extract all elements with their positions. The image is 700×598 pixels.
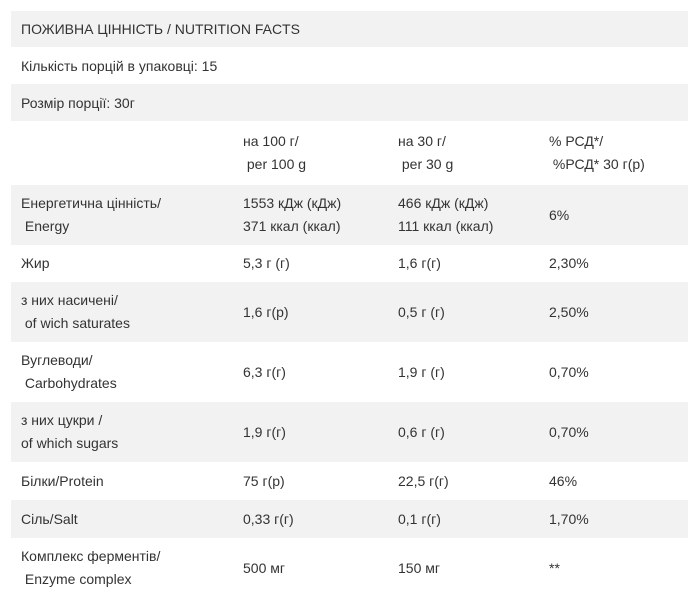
column-header-line: на 100 г/ bbox=[243, 133, 299, 149]
nutrient-name: Комплекс ферментів/ Enzyme complex bbox=[11, 545, 233, 591]
table-row: Білки/Protein 75 г(р) 22,5 г(г) 46% bbox=[11, 462, 688, 500]
value-per100: 1553 кДж (кДж) 371 ккал (ккал) bbox=[233, 192, 388, 238]
value-per30: 150 мг bbox=[388, 557, 541, 580]
text-line: Carbohydrates bbox=[21, 375, 117, 391]
value-per30: 1,6 г(г) bbox=[388, 252, 541, 275]
value-per100: 1,9 г(г) bbox=[233, 421, 388, 444]
table-row: Енергетична цінність/ Energy 1553 кДж (к… bbox=[11, 185, 688, 245]
value-per30: 0,1 г(г) bbox=[388, 508, 541, 531]
column-header-line: % РСД*/ bbox=[549, 133, 604, 149]
value-per30: 466 кДж (кДж) 111 ккал (ккал) bbox=[388, 192, 541, 238]
serving-size: Розмір порції: 30г bbox=[21, 94, 135, 111]
text-line: 0,1 г(г) bbox=[398, 510, 441, 527]
nutrient-name: Енергетична цінність/ Energy bbox=[11, 192, 233, 238]
text-line: 1,9 г(г) bbox=[243, 423, 286, 440]
text-line: 0,70% bbox=[549, 423, 589, 440]
table-row: Жир 5,3 г (г) 1,6 г(г) 2,30% bbox=[11, 245, 688, 282]
nutrient-name: Сіль/Salt bbox=[11, 508, 233, 531]
text-line: 150 мг bbox=[398, 559, 440, 576]
value-per100: 6,3 г(г) bbox=[233, 361, 388, 384]
column-header-rda: % РСД*/ %РСД* 30 г(р) bbox=[541, 130, 688, 176]
value-rda: 6% bbox=[541, 204, 688, 227]
column-header-line: per 100 g bbox=[243, 156, 307, 172]
text-line: 5,3 г (г) bbox=[243, 255, 290, 271]
text-line: 0,6 г (г) bbox=[398, 423, 445, 440]
text-line: 1,9 г (г) bbox=[398, 363, 445, 380]
table-row: Вуглеводи/ Carbohydrates 6,3 г(г) 1,9 г … bbox=[11, 342, 688, 402]
text-line: of wich saturates bbox=[21, 315, 130, 331]
text-line: 1553 кДж (кДж) bbox=[243, 195, 342, 211]
value-rda: 0,70% bbox=[541, 361, 688, 384]
text-line: 1,6 г(р) bbox=[243, 303, 289, 320]
value-per100: 500 мг bbox=[233, 557, 388, 580]
text-line: Білки/Protein bbox=[21, 472, 104, 489]
text-line: 0,5 г (г) bbox=[398, 303, 445, 320]
value-per30: 1,9 г (г) bbox=[388, 361, 541, 384]
value-per30: 0,5 г (г) bbox=[388, 301, 541, 324]
text-line: 46% bbox=[549, 472, 578, 489]
text-line: з них насичені/ bbox=[21, 292, 118, 308]
text-line: of which sugars bbox=[21, 435, 119, 451]
text-line: 1,70% bbox=[549, 510, 589, 527]
text-line: 75 г(р) bbox=[243, 472, 285, 489]
column-header-per30: на 30 г/ per 30 g bbox=[388, 130, 541, 176]
nutrient-name: Жир bbox=[11, 252, 233, 275]
value-per100: 1,6 г(р) bbox=[233, 301, 388, 324]
column-header-per100: на 100 г/ per 100 g bbox=[233, 130, 388, 176]
text-line: 0,33 г(г) bbox=[243, 510, 294, 527]
text-line: Жир bbox=[21, 255, 50, 271]
text-line: 500 мг bbox=[243, 559, 285, 576]
text-line: 0,70% bbox=[549, 363, 589, 380]
text-line: 22,5 г(г) bbox=[398, 472, 449, 489]
text-line: Енергетична цінність/ bbox=[21, 195, 161, 211]
text-line: 111 ккал (ккал) bbox=[398, 218, 494, 234]
table-row: з них цукри / of which sugars 1,9 г(г) 0… bbox=[11, 402, 688, 462]
nutrient-name: з них цукри / of which sugars bbox=[11, 409, 233, 455]
text-line: 1,6 г(г) bbox=[398, 255, 441, 271]
nutrient-name: з них насичені/ of wich saturates bbox=[11, 289, 233, 335]
value-rda: ** bbox=[541, 557, 688, 580]
value-per100: 5,3 г (г) bbox=[233, 252, 388, 275]
text-line: Комплекс ферментів/ bbox=[21, 548, 161, 564]
servings-per-pack: Кількість порцій в упаковці: 15 bbox=[21, 57, 218, 74]
text-line: ** bbox=[549, 559, 560, 576]
value-per30: 0,6 г (г) bbox=[388, 421, 541, 444]
text-line: 466 кДж (кДж) bbox=[398, 195, 489, 211]
text-line: Enzyme complex bbox=[21, 571, 132, 587]
value-rda: 46% bbox=[541, 470, 688, 493]
nutrition-facts-table: ПОЖИВНА ЦІННІСТЬ / NUTRITION FACTS Кільк… bbox=[11, 11, 688, 598]
value-per100: 75 г(р) bbox=[233, 470, 388, 493]
value-per30: 22,5 г(г) bbox=[388, 470, 541, 493]
column-header-line: %РСД* 30 г(р) bbox=[549, 156, 645, 172]
text-line: Вуглеводи/ bbox=[21, 352, 93, 368]
nutrient-name: Вуглеводи/ Carbohydrates bbox=[11, 349, 233, 395]
text-line: 6% bbox=[549, 206, 570, 223]
table-row: Сіль/Salt 0,33 г(г) 0,1 г(г) 1,70% bbox=[11, 500, 688, 538]
value-rda: 2,30% bbox=[541, 252, 688, 275]
table-title-row: ПОЖИВНА ЦІННІСТЬ / NUTRITION FACTS bbox=[11, 11, 688, 47]
value-rda: 0,70% bbox=[541, 421, 688, 444]
text-line: 2,50% bbox=[549, 303, 589, 320]
table-row: з них насичені/ of wich saturates 1,6 г(… bbox=[11, 282, 688, 342]
value-rda: 1,70% bbox=[541, 508, 688, 531]
value-per100: 0,33 г(г) bbox=[233, 508, 388, 531]
text-line: 2,30% bbox=[549, 255, 589, 271]
table-title: ПОЖИВНА ЦІННІСТЬ / NUTRITION FACTS bbox=[21, 21, 300, 37]
text-line: з них цукри / bbox=[21, 412, 103, 428]
servings-row: Кількість порцій в упаковці: 15 bbox=[11, 47, 688, 84]
column-header-line: на 30 г/ bbox=[398, 133, 446, 149]
text-line: 371 ккал (ккал) bbox=[243, 218, 341, 234]
value-rda: 2,50% bbox=[541, 301, 688, 324]
column-header-row: на 100 г/ per 100 g на 30 г/ per 30 g % … bbox=[11, 121, 688, 185]
text-line: 6,3 г(г) bbox=[243, 363, 286, 380]
table-row: Комплекс ферментів/ Enzyme complex 500 м… bbox=[11, 538, 688, 598]
nutrient-name: Білки/Protein bbox=[11, 470, 233, 493]
text-line: Energy bbox=[21, 218, 70, 234]
serving-size-row: Розмір порції: 30г bbox=[11, 84, 688, 121]
text-line: Сіль/Salt bbox=[21, 510, 78, 527]
column-header-line: per 30 g bbox=[398, 156, 454, 172]
